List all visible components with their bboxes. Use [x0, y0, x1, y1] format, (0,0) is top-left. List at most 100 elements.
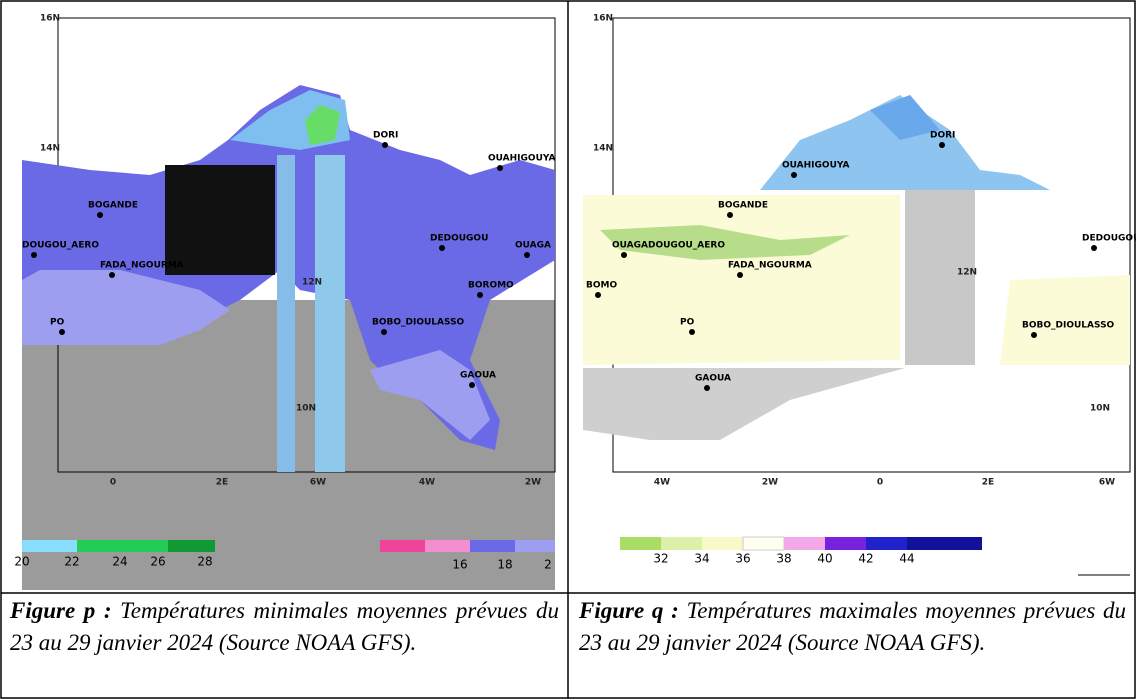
map-right — [583, 18, 1130, 575]
render-glitch — [277, 155, 295, 472]
place-dot — [97, 212, 103, 218]
place-dot — [31, 252, 37, 258]
place-dot — [469, 382, 475, 388]
place-label: BOBO_DIOULASSO — [1022, 321, 1115, 331]
place-dot — [524, 252, 530, 258]
axis-label: 14N — [40, 144, 60, 154]
axis-label: 4W — [654, 478, 670, 488]
place-label: DOUGOU_AERO — [22, 241, 99, 251]
place-label: OUAGADOUGOU_AERO — [612, 241, 725, 251]
place-label: BOGANDE — [88, 201, 138, 211]
axis-label: 2E — [216, 478, 228, 488]
colorbar — [425, 540, 470, 552]
render-glitch — [315, 155, 345, 472]
caption-right: Figure q : Températures maximales moyenn… — [571, 595, 1134, 699]
axis-label: 10N — [1090, 404, 1110, 414]
colorbar — [784, 537, 825, 550]
map-area — [583, 195, 900, 365]
place-label: FADA_NGOURMA — [728, 261, 812, 271]
place-label: FADA_NGOURMA — [100, 261, 184, 271]
axis-label: 10N — [296, 404, 316, 414]
place-dot — [595, 292, 601, 298]
colorbar-label: 36 — [735, 552, 750, 566]
place-label: DORI — [373, 131, 398, 141]
place-dot — [704, 385, 710, 391]
axis-label: 12N — [957, 268, 977, 278]
place-dot — [59, 329, 65, 335]
place-label: BOBO_DIOULASSO — [372, 318, 465, 328]
axis-label: 4W — [419, 478, 435, 488]
place-dot — [109, 272, 115, 278]
place-dot — [1031, 332, 1037, 338]
axis-label: 14N — [593, 144, 613, 154]
colorbar-label: 2 — [544, 558, 552, 572]
map-left — [22, 18, 555, 590]
place-label: OUAHIGOUYA — [488, 154, 556, 164]
colorbar — [620, 537, 661, 550]
page: 16N 14N 12N 10N 0 2E 6W 4W 2W DORI OUAHIGOUYA BOGAN… — [0, 0, 1136, 699]
render-glitch — [905, 190, 975, 365]
place-label: OUAHIGOUYA — [782, 161, 850, 171]
colorbar-label: 24 — [112, 555, 127, 569]
place-label: BOROMO — [468, 281, 514, 291]
colorbar — [661, 537, 702, 550]
colorbar-label: 42 — [858, 552, 873, 566]
colorbar — [515, 540, 555, 552]
axis-label: 6W — [310, 478, 326, 488]
render-glitch — [165, 165, 275, 275]
colorbar — [743, 537, 784, 550]
place-dot — [382, 142, 388, 148]
axis-label: 6W — [1099, 478, 1115, 488]
axis-label: 2E — [982, 478, 994, 488]
colorbar — [22, 540, 77, 552]
colorbar-label: 32 — [653, 552, 668, 566]
colorbar-label: 40 — [817, 552, 832, 566]
place-label: GAOUA — [695, 374, 731, 384]
place-label: BOMO — [586, 281, 617, 291]
colorbar-label: 38 — [776, 552, 791, 566]
place-dot — [497, 165, 503, 171]
place-dot — [477, 292, 483, 298]
axis-label: 0 — [877, 478, 883, 488]
map-area — [583, 368, 905, 440]
place-label: OUAGA — [515, 241, 551, 251]
colorbar — [825, 537, 866, 550]
place-dot — [381, 329, 387, 335]
colorbar — [907, 537, 982, 550]
colorbar-label: 16 — [452, 558, 467, 572]
place-label: DEDOUGOU — [1082, 234, 1136, 244]
place-dot — [737, 272, 743, 278]
colorbar-label: 44 — [899, 552, 914, 566]
colorbar — [380, 540, 425, 552]
colorbar-label: 26 — [150, 555, 165, 569]
place-dot — [727, 212, 733, 218]
caption-left: Figure p : Températures minimales moyenn… — [2, 595, 567, 699]
colorbar-label: 28 — [197, 555, 212, 569]
axis-label: 12N — [302, 278, 322, 288]
colorbar — [168, 540, 215, 552]
caption-label: Figure p : — [10, 598, 112, 623]
colorbar — [470, 540, 515, 552]
colorbar — [702, 537, 743, 550]
place-dot — [791, 172, 797, 178]
place-label: BOGANDE — [718, 201, 768, 211]
place-label: DEDOUGOU — [430, 234, 488, 244]
place-label: GAOUA — [460, 371, 496, 381]
axis-label: 0 — [110, 478, 116, 488]
place-dot — [621, 252, 627, 258]
place-label: DORI — [930, 131, 955, 141]
place-dot — [439, 245, 445, 251]
place-label: PO — [680, 318, 695, 328]
place-dot — [689, 329, 695, 335]
place-dot — [939, 142, 945, 148]
place-dot — [1091, 245, 1097, 251]
axis-label: 16N — [40, 14, 60, 24]
axis-label: 2W — [762, 478, 778, 488]
caption-label: Figure q : — [579, 598, 679, 623]
colorbar-label: 18 — [497, 558, 512, 572]
place-label: PO — [50, 318, 65, 328]
axis-label: 16N — [593, 14, 613, 24]
colorbar — [866, 537, 907, 550]
axis-label: 2W — [525, 478, 541, 488]
colorbar-label: 34 — [694, 552, 709, 566]
